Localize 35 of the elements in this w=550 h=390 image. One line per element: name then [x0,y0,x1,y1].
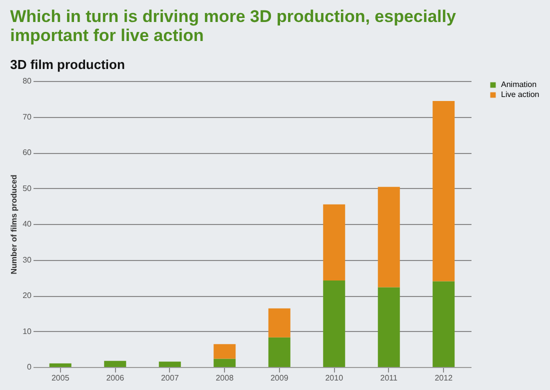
y-tick-label: 10 [22,326,32,336]
bar [378,186,400,288]
bar [49,363,72,367]
legend-label: Animation [501,80,537,89]
x-tick-label: 2010 [325,374,344,382]
bar [432,101,455,282]
bar [214,358,236,367]
bar [158,362,181,367]
y-tick-label: 70 [22,112,32,122]
x-tick-label: 2012 [434,374,454,382]
legend-label: Live action [501,90,540,99]
y-tick-label: 80 [22,76,32,86]
bar [323,280,346,367]
y-tick-label: 60 [22,148,32,157]
bar [268,308,290,338]
x-tick-label: 2005 [51,374,70,382]
bar [104,360,126,367]
chart-subtitle: 3D film production [10,57,125,72]
chart-title: Which in turn is driving more 3D production, especially important for live action [10,7,456,45]
x-tick-label: 2006 [106,374,125,382]
bar [323,204,346,280]
bar [268,337,290,367]
y-tick-label: 50 [22,184,32,193]
y-tick-label: 20 [22,291,32,300]
bar [214,344,236,359]
x-tick-label: 2009 [270,374,289,382]
y-tick-label: 30 [22,255,32,264]
y-tick-label: 0 [27,362,32,372]
bar [432,281,455,367]
y-axis-title: Number of films produced [10,174,19,274]
x-tick-label: 2008 [216,374,234,382]
x-tick-label: 2007 [160,374,180,382]
bar [378,287,400,367]
x-tick-label: 2011 [380,374,398,382]
y-tick-label: 40 [22,220,32,228]
